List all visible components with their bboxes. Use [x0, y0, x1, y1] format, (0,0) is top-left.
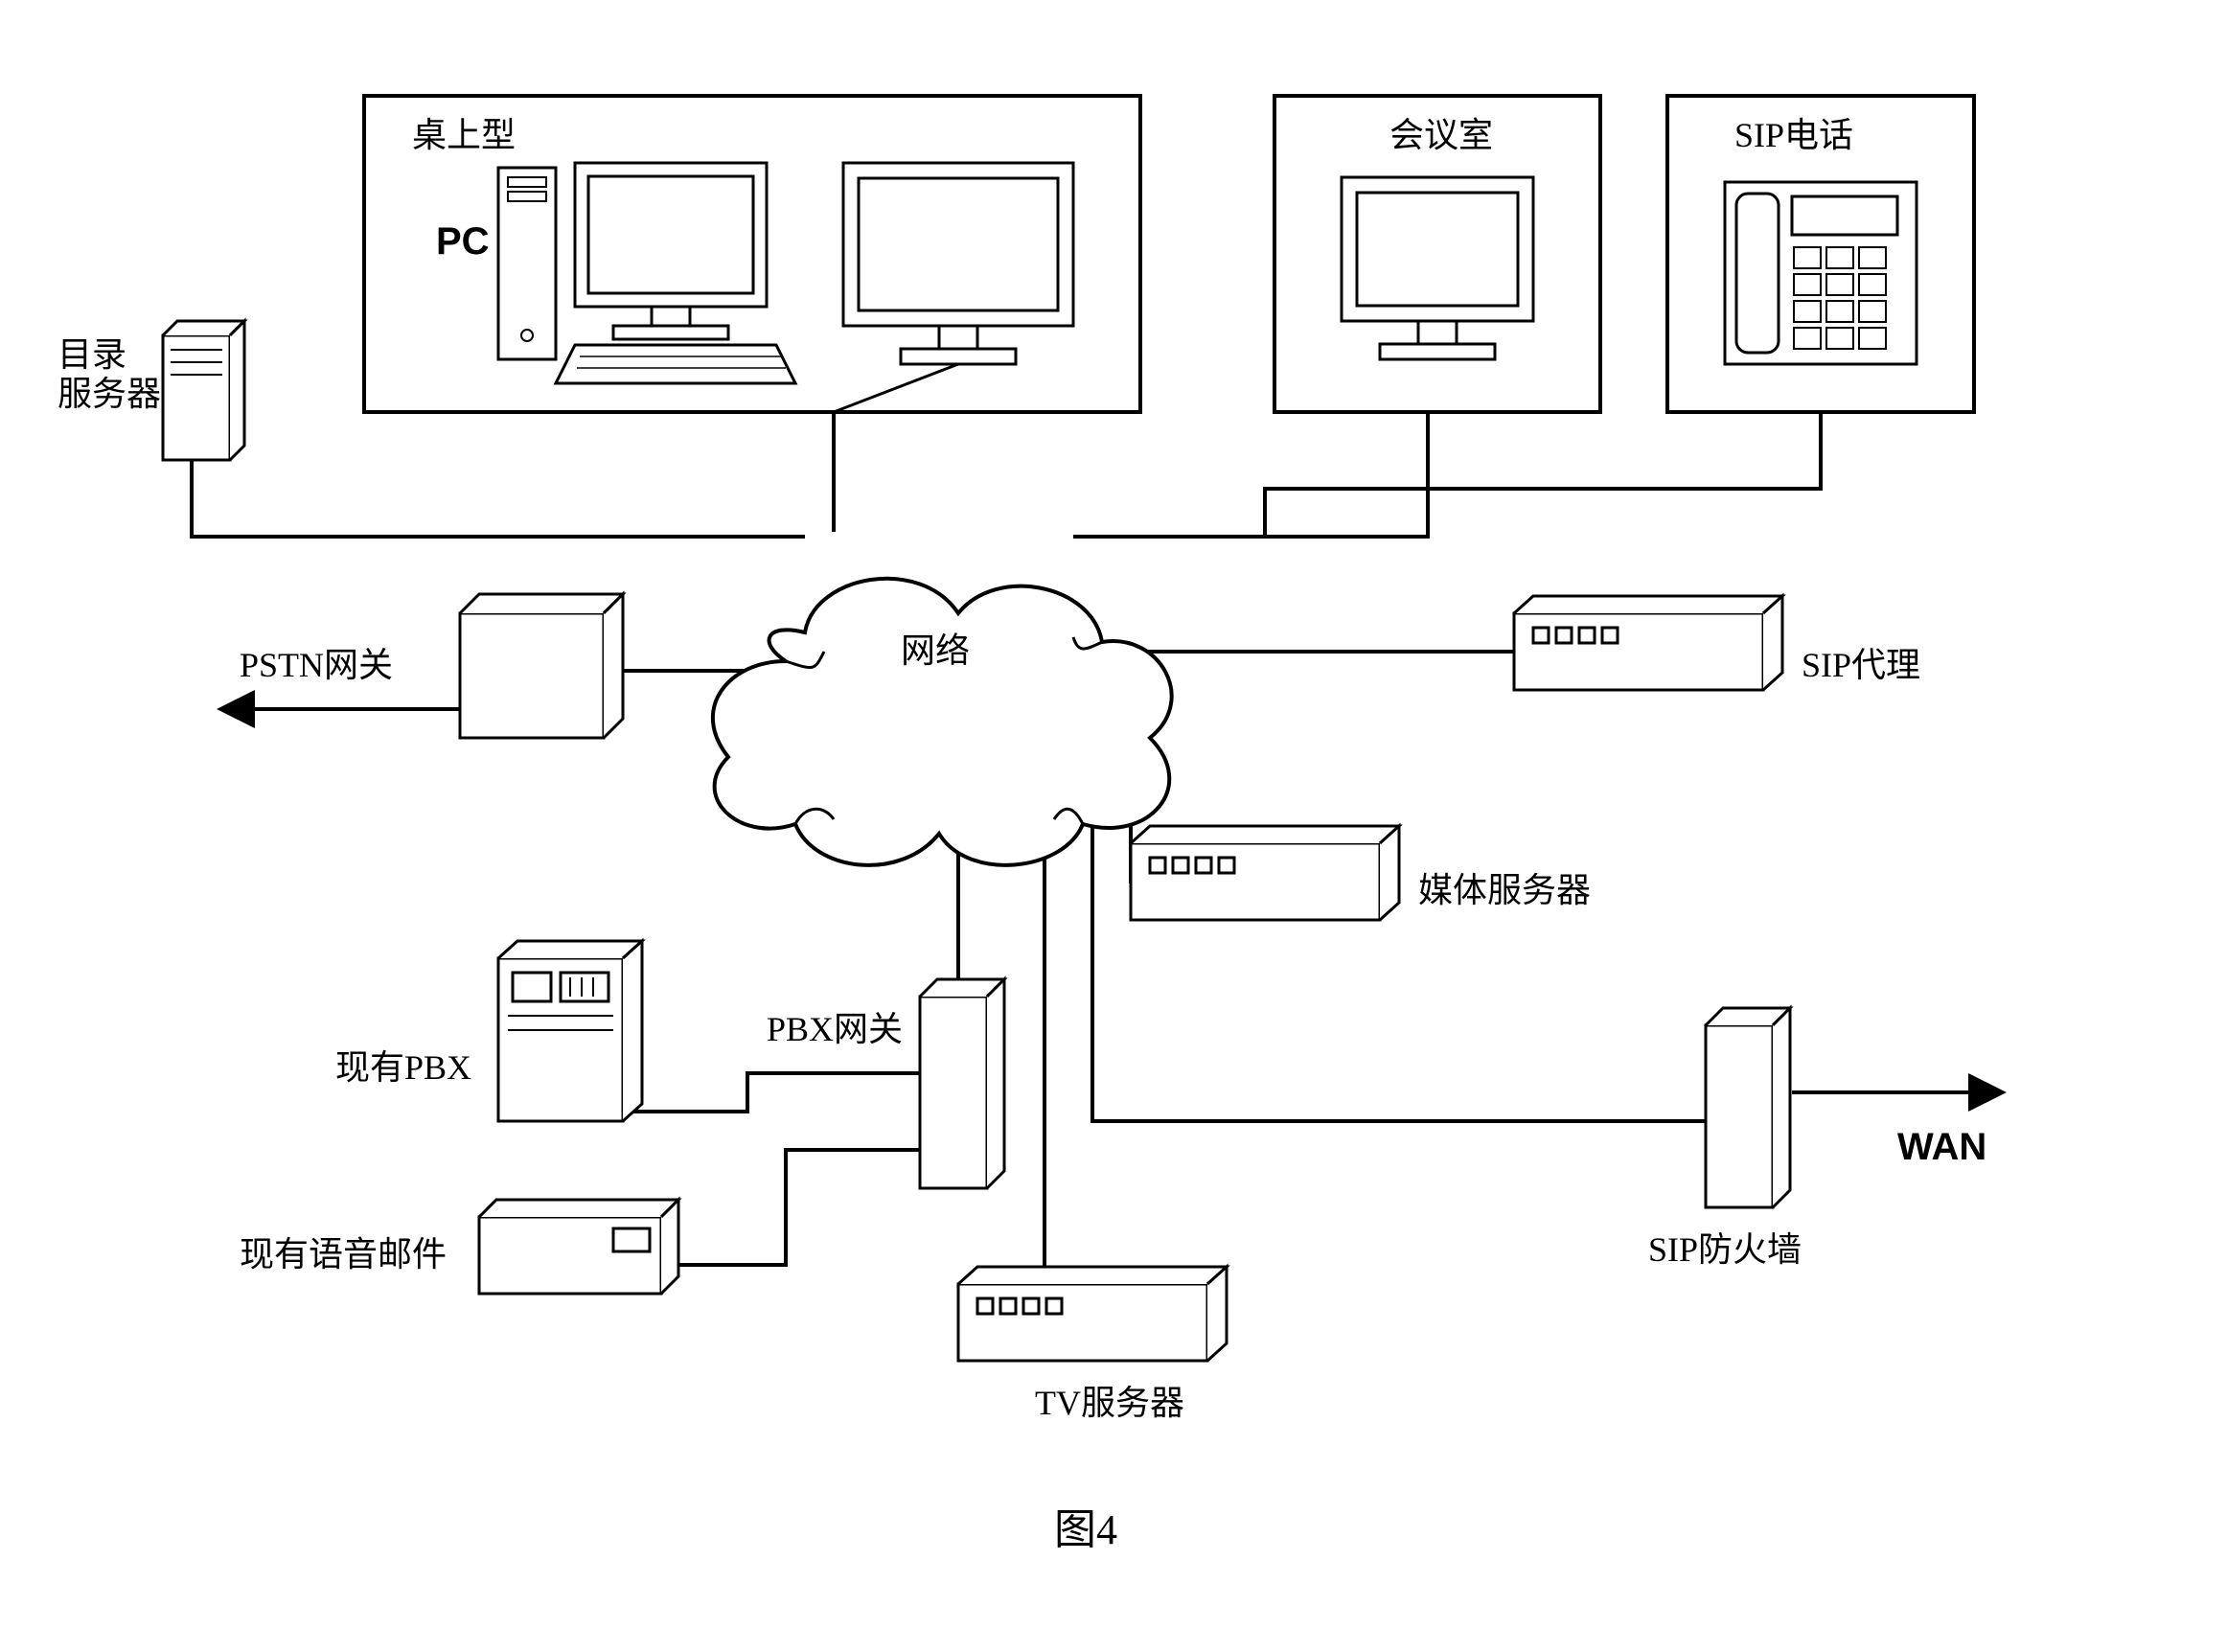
pbx-gateway-icon	[920, 979, 1004, 1188]
sip-phone-label: SIP电话	[1734, 107, 1853, 157]
conference-label: 会议室	[1389, 107, 1493, 157]
sip-proxy-icon	[1514, 596, 1782, 690]
tv-server-icon	[958, 1267, 1227, 1361]
tv-server-label: TV服务器	[1035, 1375, 1184, 1425]
diagram-stage: 目录服务器 桌上型 PC 会议室 SIP电话 网络 PSTN网关 SIP代理 媒…	[0, 0, 2227, 1652]
directory-server-icon	[163, 321, 244, 460]
pbx-gateway-label: PBX网关	[767, 1001, 903, 1051]
existing-pbx-icon	[498, 941, 642, 1121]
network-cloud	[713, 579, 1172, 865]
voicemail-icon	[479, 1200, 678, 1294]
sip-proxy-label: SIP代理	[1802, 637, 1920, 687]
pstn-gateway-label: PSTN网关	[240, 637, 393, 687]
figure-caption: 图4	[1054, 1495, 1117, 1556]
sip-firewall-label: SIP防火墙	[1648, 1222, 1802, 1272]
directory-server-label: 目录服务器	[57, 335, 161, 415]
wan-label: WAN	[1897, 1126, 1986, 1169]
media-server-label: 媒体服务器	[1418, 862, 1591, 912]
pstn-gateway-icon	[460, 594, 623, 738]
existing-pbx-label: 现有PBX	[335, 1040, 471, 1090]
media-server-icon	[1131, 826, 1399, 920]
desktop-label: 桌上型	[412, 107, 516, 157]
network-label: 网络	[901, 623, 970, 673]
sip-firewall-icon	[1706, 1008, 1790, 1207]
voicemail-label: 现有语音邮件	[240, 1227, 447, 1276]
pc-label: PC	[436, 220, 490, 264]
